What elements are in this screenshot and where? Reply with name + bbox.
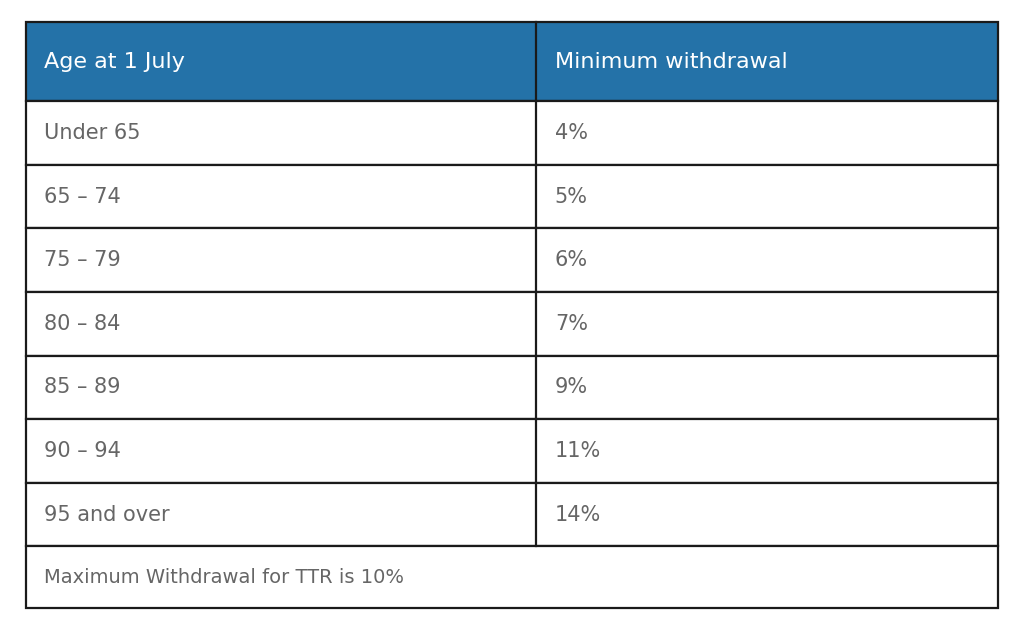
Text: Under 65: Under 65 bbox=[44, 123, 140, 143]
Text: 11%: 11% bbox=[555, 441, 601, 461]
Bar bbox=[26, 355, 998, 419]
Bar bbox=[26, 292, 998, 355]
Text: 6%: 6% bbox=[555, 250, 588, 270]
Bar bbox=[26, 22, 998, 101]
Text: Minimum withdrawal: Minimum withdrawal bbox=[555, 52, 787, 72]
Text: 85 – 89: 85 – 89 bbox=[44, 377, 121, 398]
Text: 80 – 84: 80 – 84 bbox=[44, 314, 121, 334]
Text: 75 – 79: 75 – 79 bbox=[44, 250, 121, 270]
Text: Age at 1 July: Age at 1 July bbox=[44, 52, 185, 72]
Text: Maximum Withdrawal for TTR is 10%: Maximum Withdrawal for TTR is 10% bbox=[44, 568, 404, 587]
Bar bbox=[26, 101, 998, 165]
Text: 65 – 74: 65 – 74 bbox=[44, 186, 121, 207]
Text: 7%: 7% bbox=[555, 314, 588, 334]
Text: 4%: 4% bbox=[555, 123, 588, 143]
Text: 90 – 94: 90 – 94 bbox=[44, 441, 121, 461]
Text: 95 and over: 95 and over bbox=[44, 505, 170, 525]
Bar bbox=[26, 546, 998, 608]
Bar bbox=[26, 165, 998, 228]
Bar bbox=[26, 483, 998, 546]
Text: 14%: 14% bbox=[555, 505, 601, 525]
Text: 5%: 5% bbox=[555, 186, 588, 207]
Text: 9%: 9% bbox=[555, 377, 588, 398]
Bar bbox=[26, 419, 998, 483]
Bar bbox=[26, 228, 998, 292]
